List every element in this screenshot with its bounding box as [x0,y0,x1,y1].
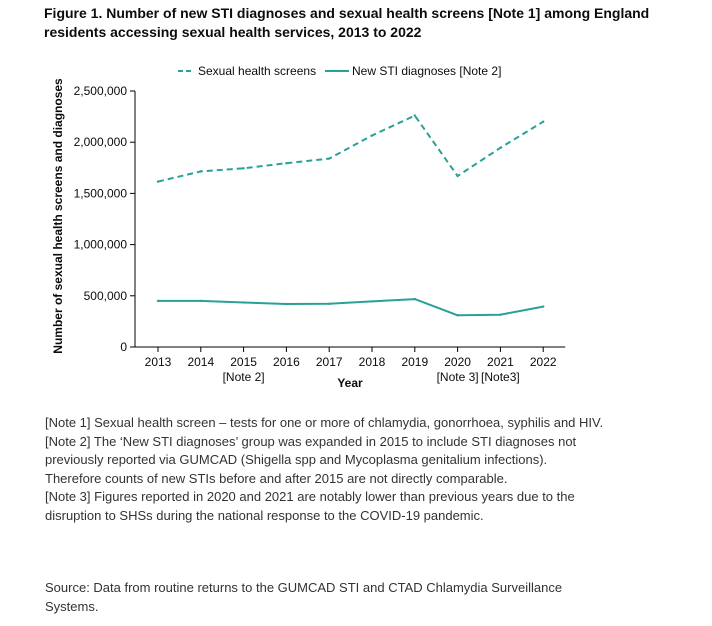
note-3: [Note 3] Figures reported in 2020 and 20… [45,489,575,523]
data-point [156,299,160,303]
y-axis-title: Number of sexual health screens and diag… [51,78,65,354]
legend-label: New STI diagnoses [Note 2] [352,64,501,78]
line-chart: Sexual health screens New STI diagnoses [… [51,64,566,390]
y-tick-label: 2,500,000 [74,84,128,98]
source-text: Source: Data from routine returns to the… [45,580,563,614]
data-point [156,180,160,183]
note-2: [Note 2] The ‘New STI diagnoses’ group w… [45,433,577,486]
figure-title: Figure 1. Number of new STI diagnoses an… [44,5,650,40]
data-point [456,174,459,178]
x-tick-label: 2017 [316,355,343,369]
series-layer [156,114,545,317]
data-point [370,300,374,303]
data-point [370,134,374,137]
y-tick-label: 2,000,000 [74,135,128,149]
notes: [Note 1] Sexual health screen – tests fo… [45,414,605,525]
x-tick-label: 2016 [273,355,300,369]
note-1: [Note 1] Sexual health screen – tests fo… [45,415,604,430]
x-tick-label: 2022 [530,355,557,369]
x-tick-sublabel: [Note 2] [223,370,265,384]
legend: Sexual health screens New STI diagnoses [… [178,64,501,78]
data-point [199,299,202,303]
data-point [542,305,545,308]
x-tick-label: 2021 [487,355,514,369]
x-tick-label: 2020 [444,355,471,369]
data-point [499,146,502,150]
data-point [413,297,416,301]
legend-label: Sexual health screens [198,64,316,78]
series-line-diagnoses [158,298,544,317]
y-tick-label: 0 [120,340,127,354]
data-point [413,114,416,117]
y-tick-label: 1,000,000 [74,238,128,252]
data-point [242,167,245,170]
y-axis: 0 500,000 1,000,000 1,500,000 2,000,000 2,500… [74,84,136,354]
data-point [199,170,202,173]
data-point [285,161,288,165]
data-point [285,302,288,306]
x-tick-sublabel: [Note3] [481,370,520,384]
y-tick-label: 1,500,000 [74,186,128,200]
x-tick-label: 2015 [230,355,257,369]
data-point [499,313,502,316]
data-point [328,302,331,305]
x-axis-title: Year [337,376,363,390]
x-tick-label: 2019 [401,355,428,369]
x-tick-sublabel: [Note 3] [437,370,479,384]
x-axis: 2013 2014 2015[Note 2] 2016 2017 2018 2019 2020… [135,346,566,384]
x-tick-label: 2018 [359,355,386,369]
y-tick-label: 500,000 [84,289,128,303]
series-line-screens [157,114,544,183]
x-tick-label: 2013 [145,355,172,369]
data-point [542,120,545,123]
data-point [242,301,245,304]
data-point [328,157,331,160]
data-point [456,314,459,317]
x-tick-label: 2014 [187,355,214,369]
